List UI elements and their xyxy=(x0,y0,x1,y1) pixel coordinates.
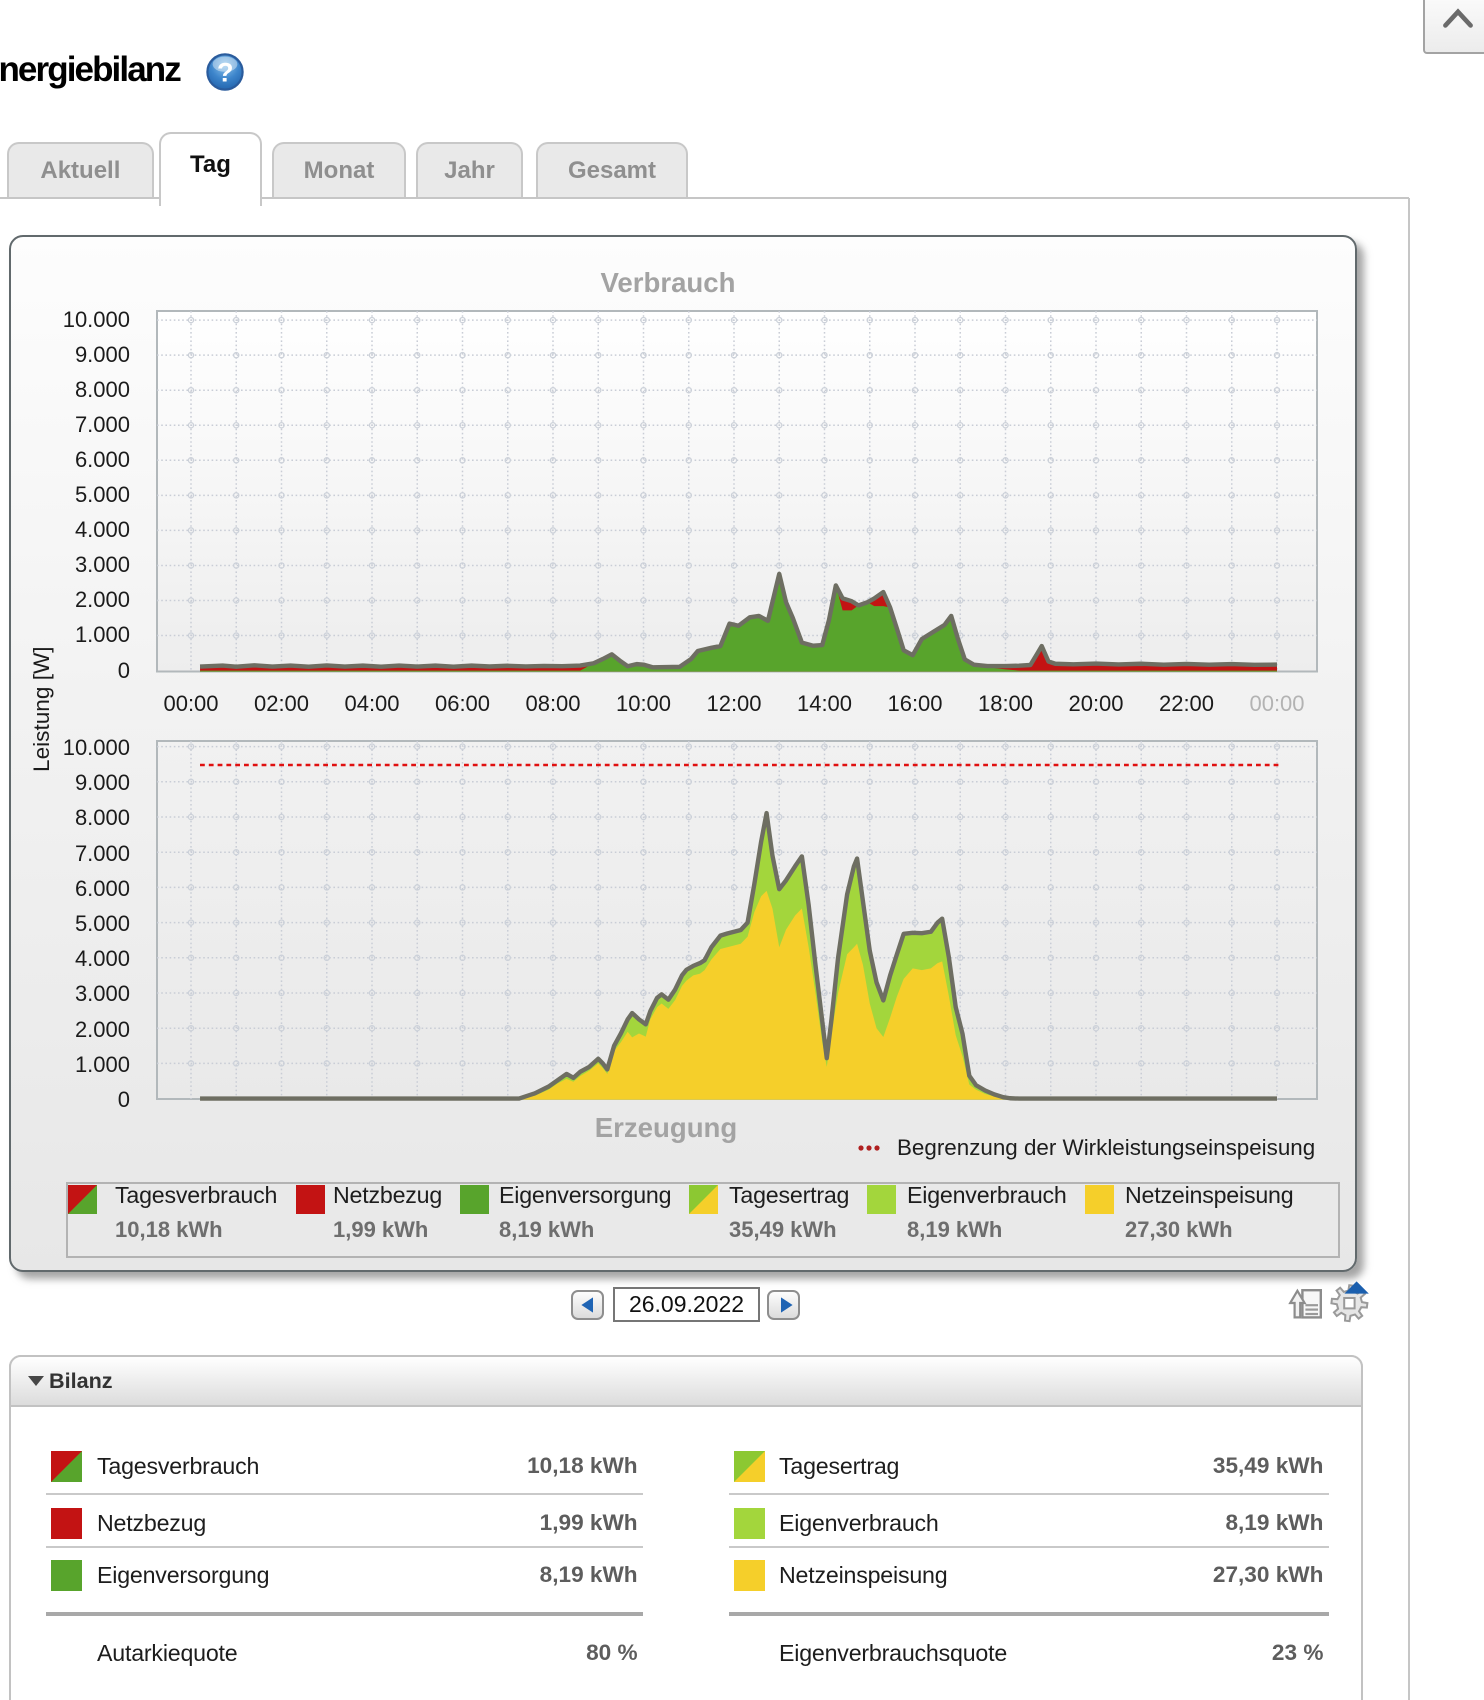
svg-text:?: ? xyxy=(217,58,234,88)
